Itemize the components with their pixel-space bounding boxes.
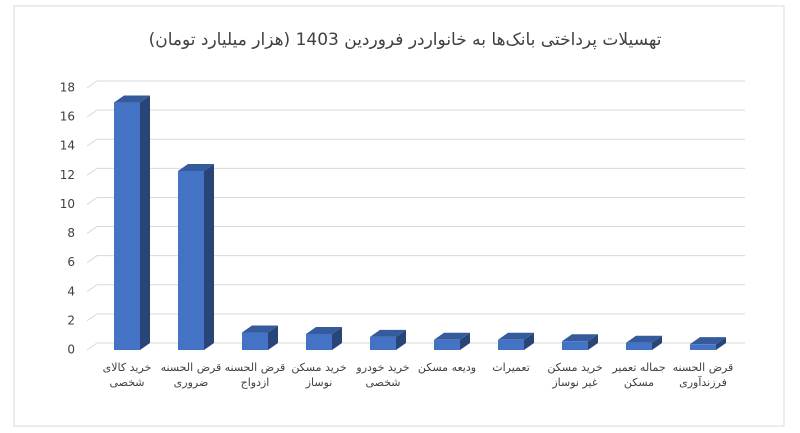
x-tick-label-box: خرید مسکن غیر نوساز: [547, 361, 603, 389]
x-tick-label-box: ودیعه مسکن: [417, 361, 477, 374]
bar-side: [268, 325, 278, 350]
bar-top: [434, 332, 470, 340]
bar-side: [204, 163, 214, 350]
grid-line: [86, 313, 745, 322]
bar-front: [306, 333, 332, 350]
bar: [562, 334, 598, 350]
y-tick-label: 6: [67, 255, 75, 269]
x-tick-label: جماله تعمیر مسکن: [612, 361, 666, 389]
x-tick-label-box: خرید کالای شخصی: [102, 361, 152, 389]
y-tick-label: 12: [60, 168, 75, 182]
x-tick-label-box: قرض الحسنه ضروری: [160, 361, 222, 389]
bar-side: [396, 329, 406, 350]
bar-front: [370, 336, 396, 350]
x-tick-label: خرید مسکن نوساز: [291, 361, 347, 389]
grid-line: [86, 167, 745, 176]
grid-line: [86, 138, 745, 147]
bar-side: [332, 326, 342, 350]
y-tick-label: 8: [67, 226, 75, 240]
bar-side: [652, 335, 662, 350]
x-tick-label-box: جماله تعمیر مسکن: [612, 361, 666, 389]
grid-line: [86, 80, 745, 89]
bar-top: [114, 95, 150, 103]
bar-top: [498, 332, 534, 340]
grid-line: [86, 226, 745, 234]
x-tick-label-box: خرید مسکن نوساز: [291, 361, 347, 389]
bar: [114, 95, 150, 350]
bar-top: [306, 326, 342, 334]
y-tick-label: 16: [60, 110, 75, 124]
bar-top: [562, 334, 598, 342]
bar: [434, 332, 470, 350]
x-tick-label-box: تعمیرات: [492, 361, 530, 374]
grid-line: [86, 109, 745, 118]
y-tick-label: 18: [60, 81, 75, 95]
x-tick-label-box: خرید خودرو شخصی: [356, 361, 410, 389]
bar-front: [562, 341, 588, 350]
grid-line: [86, 284, 745, 293]
grid-line: [86, 196, 745, 205]
bar: [306, 326, 342, 350]
x-tick-label: تعمیرات: [492, 361, 530, 374]
bar-front: [114, 102, 140, 350]
x-tick-label: قرض الحسنه فرزندآوری: [672, 361, 734, 389]
bar-front: [434, 339, 460, 350]
bar: [370, 329, 406, 350]
bar-top: [370, 329, 406, 337]
y-tick-label: 14: [60, 139, 75, 153]
bar-front: [690, 344, 716, 350]
bar-front: [178, 170, 204, 350]
x-tick-label: خرید کالای شخصی: [102, 361, 152, 389]
bar-front: [498, 339, 524, 350]
x-tick-label: قرض الحسنه ضروری: [160, 361, 222, 389]
chart-title: تهسیلات پرداختی بانک‌ها به خانواردر فرور…: [149, 30, 662, 50]
bar-side: [716, 337, 726, 350]
y-tick-label: 10: [60, 197, 75, 211]
x-tick-label: قرض الحسنه ازدواج: [224, 361, 286, 389]
bar-side: [588, 334, 598, 350]
bar-front: [242, 332, 268, 350]
y-tick-label: 4: [67, 284, 75, 298]
x-tick-label-box: قرض الحسنه فرزندآوری: [672, 361, 734, 389]
bar: [178, 163, 214, 350]
bar: [690, 337, 726, 350]
bar-top: [690, 337, 726, 345]
bar-top: [242, 325, 278, 333]
bar-top: [626, 335, 662, 343]
x-tick-label-box: قرض الحسنه ازدواج: [224, 361, 286, 389]
grid-line: [86, 255, 745, 264]
x-tick-label: ودیعه مسکن: [417, 361, 477, 374]
bar: [498, 332, 534, 350]
bar: [626, 335, 662, 350]
bar-top: [178, 163, 214, 171]
y-tick-label: 0: [67, 343, 75, 357]
x-tick-label: خرید خودرو شخصی: [356, 361, 410, 389]
bar-front: [626, 342, 652, 350]
y-tick-label: 2: [67, 313, 75, 327]
bar-side: [460, 332, 470, 350]
bar-side: [140, 95, 150, 350]
x-tick-label: خرید مسکن غیر نوساز: [547, 361, 603, 389]
bar: [242, 325, 278, 350]
bar-side: [524, 332, 534, 350]
